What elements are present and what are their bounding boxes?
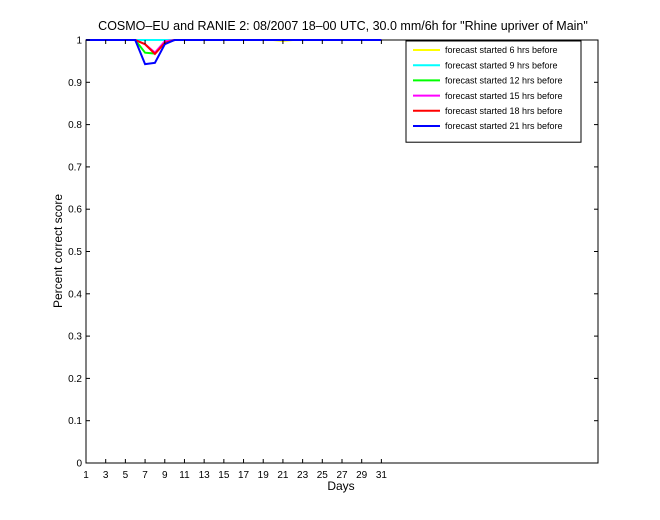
legend: forecast started 6 hrs before forecast st… — [405, 40, 582, 143]
x-tick-label: 13 — [199, 470, 211, 481]
legend-label: forecast started 21 hrs before — [445, 121, 563, 131]
x-tick-label: 29 — [356, 470, 368, 481]
x-tick-label: 3 — [103, 470, 109, 481]
legend-label: forecast started 15 hrs before — [445, 91, 563, 101]
y-tick-label: 0.5 — [68, 247, 82, 258]
x-axis-label: Days — [327, 479, 354, 493]
y-tick-label: 0.4 — [68, 289, 82, 300]
series-line-6 — [86, 39, 382, 66]
x-tick-label: 5 — [123, 470, 129, 481]
x-tick-label: 17 — [238, 470, 250, 481]
x-tick-label: 21 — [277, 470, 289, 481]
x-tick-label: 25 — [317, 470, 329, 481]
legend-label: forecast started 6 hrs before — [445, 45, 558, 55]
y-axis-label: Percent correct score — [51, 194, 65, 308]
y-tick-label: 1 — [76, 36, 82, 47]
y-tick-label: 0.1 — [68, 416, 82, 427]
y-tick-label: 0.6 — [68, 205, 82, 216]
legend-label: forecast started 9 hrs before — [445, 60, 558, 70]
y-tick-label: 0.7 — [68, 162, 82, 173]
x-tick-label: 7 — [142, 470, 148, 481]
x-tick-label: 11 — [179, 470, 190, 481]
legend-label: forecast started 12 hrs before — [445, 76, 563, 86]
y-tick-label: 0.3 — [68, 332, 82, 343]
x-tick-label: 23 — [297, 470, 309, 481]
y-tick-label: 0.2 — [68, 374, 82, 385]
x-tick-label: 15 — [218, 470, 230, 481]
y-tick-label: 0.9 — [68, 78, 82, 89]
y-tick-label: 0 — [76, 459, 82, 470]
y-tick-label: 0.8 — [68, 120, 82, 131]
series-lines — [86, 39, 382, 66]
x-tick-label: 31 — [376, 470, 388, 481]
x-tick-label: 1 — [83, 470, 89, 481]
x-tick-label: 27 — [336, 470, 348, 481]
x-tick-label: 19 — [258, 470, 270, 481]
axes: 1 3 5 7 9 11 13 15 17 19 21 23 25 27 29 3100.10.20.30.4… — [68, 36, 598, 481]
chart-title: COSMO–EU and RANIE 2: 08/2007 18–00 UTC,… — [98, 19, 588, 33]
x-tick-label: 9 — [162, 470, 168, 481]
legend-label: forecast started 18 hrs before — [445, 106, 563, 116]
